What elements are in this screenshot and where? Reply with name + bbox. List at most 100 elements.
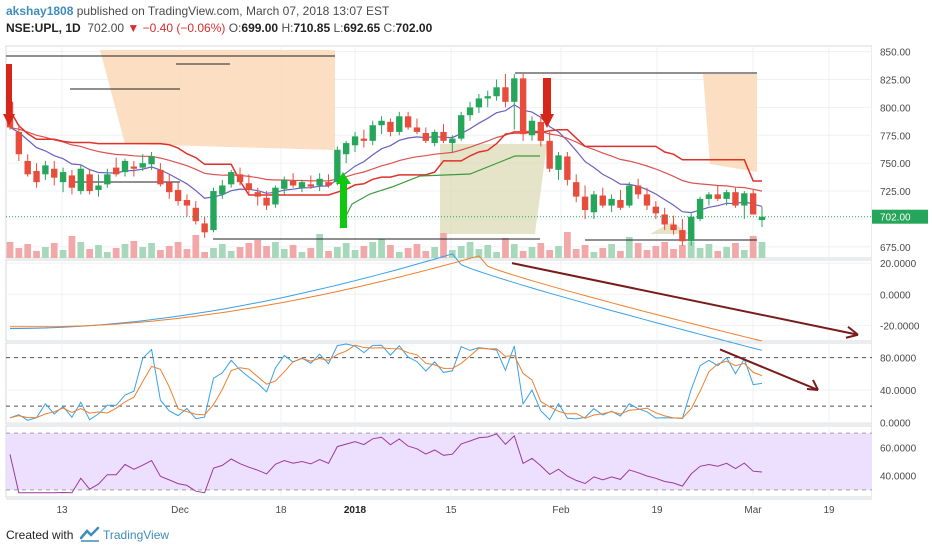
macd-tick-label: 0.0000 (880, 290, 911, 301)
low-label: L: (333, 21, 344, 35)
kumo-cloud-green (440, 144, 547, 234)
candle-body (590, 194, 598, 213)
candle-body (705, 194, 713, 199)
candle-body (360, 138, 368, 141)
candle-body (679, 230, 686, 242)
candle-body (537, 121, 545, 141)
candle-body (661, 214, 668, 225)
price-tick-label: 825.00 (880, 75, 911, 86)
volume-bar (608, 244, 615, 258)
candle-body (254, 192, 261, 197)
price-tick-label: 675.00 (880, 243, 911, 254)
candle-body (104, 174, 111, 185)
volume-bar (457, 246, 465, 258)
open-label: O: (228, 21, 242, 35)
candle-body (174, 189, 182, 202)
stoch-tick-label: 0.0000 (880, 418, 911, 429)
price-tick-label: 750.00 (880, 159, 911, 170)
volume-bar (121, 244, 129, 258)
volume-bar (493, 252, 500, 258)
last-price-badge (872, 209, 928, 224)
time-tick-label: 2018 (344, 505, 367, 516)
high-label: H: (281, 21, 294, 35)
candle-body (643, 194, 651, 206)
volume-bar (440, 233, 447, 258)
candle-body (573, 182, 580, 197)
candle-body (466, 107, 474, 116)
volume-bar (378, 239, 385, 258)
time-tick-label: Feb (552, 505, 570, 516)
volume-bar (33, 251, 40, 258)
candle-body (546, 140, 553, 169)
tradingview-brand[interactable]: TradingView (103, 528, 170, 542)
volume-bar (572, 249, 580, 258)
chart-canvas[interactable]: 850.00825.00800.00775.00750.00725.00700.… (0, 44, 932, 520)
candle-body (95, 185, 102, 190)
candle-body (351, 136, 359, 146)
stoch-k-line (9, 343, 763, 421)
rsi-band (6, 433, 872, 490)
volume-bar (254, 240, 262, 258)
volume-bar (227, 251, 235, 258)
volume-bar (404, 248, 412, 258)
volume-bar (758, 242, 766, 258)
volume-bar (112, 248, 120, 258)
candle-body (422, 133, 429, 141)
candle-body (749, 193, 757, 215)
volume-bar (634, 243, 642, 258)
volume-bar (670, 249, 677, 258)
volume-bar (183, 249, 191, 258)
candle-body (192, 207, 199, 222)
arrow-head-icon (845, 325, 859, 339)
candle-body (431, 131, 438, 144)
volume-bar (395, 252, 403, 258)
candle-body (493, 87, 500, 97)
stoch-tick-label: 80.0000 (880, 354, 917, 365)
volume-bar (272, 242, 279, 258)
candle-body (387, 121, 394, 132)
macd-tick-label: -20.0000 (880, 321, 920, 332)
volume-bar (643, 250, 651, 258)
author-link[interactable]: akshay1808 (6, 4, 74, 18)
arrow-head-icon (806, 379, 819, 391)
stoch-trend-line (719, 348, 819, 391)
candle-body (272, 187, 279, 205)
rsi-tick-label: 40.0000 (880, 472, 917, 483)
time-tick-label: Dec (171, 505, 189, 516)
volume-bar (245, 243, 253, 258)
candle-body (325, 182, 332, 186)
candle-body (617, 199, 624, 208)
candle-body (51, 168, 58, 178)
kijun-line (9, 109, 762, 196)
volume-bar (705, 244, 713, 258)
volume-bar (236, 247, 244, 258)
candle-body (210, 191, 217, 231)
candle-body (652, 206, 660, 214)
volume-bar (68, 236, 76, 258)
volume-bar (422, 251, 430, 258)
volume-bar (749, 236, 757, 258)
candle-body (634, 185, 642, 195)
candle-body (723, 192, 730, 199)
volume-bar (679, 245, 686, 258)
macd-trend-line (511, 262, 859, 336)
candle-body (511, 78, 518, 102)
candle-body (130, 166, 138, 169)
volume-bar (625, 237, 633, 258)
candle-body (157, 169, 164, 185)
change-value: −0.40 (−0.06%) (142, 21, 226, 35)
volume-bar (351, 250, 359, 258)
candle-body (33, 170, 40, 183)
time-tick-label: 18 (275, 505, 287, 516)
candle-body (555, 155, 562, 170)
volume-bar (360, 246, 368, 258)
macd-line (10, 253, 763, 351)
volume-bar (210, 248, 217, 258)
candle-body (148, 156, 155, 165)
volume-bar (661, 242, 669, 258)
candle-body (502, 87, 509, 102)
candle-body (121, 160, 129, 173)
candle-body (696, 198, 704, 219)
price-tick-label: 800.00 (880, 103, 911, 114)
candle-body (298, 182, 306, 188)
